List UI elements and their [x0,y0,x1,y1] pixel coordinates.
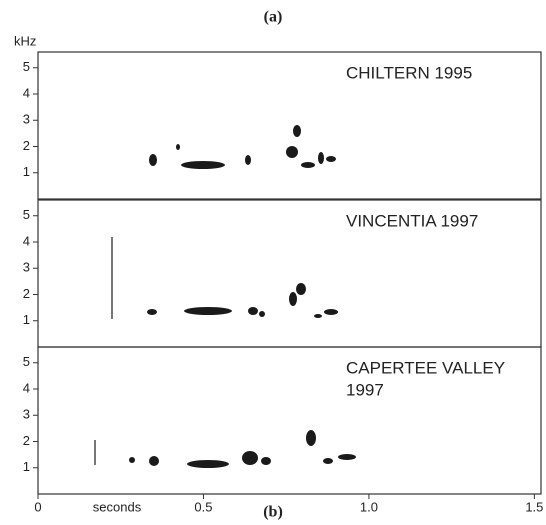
y-tick-label: 4 [23,380,30,395]
y-tick-label: 1 [23,164,30,179]
x-tick-label: 1.0 [360,499,378,514]
panel-title: VINCENTIA 1997 [346,211,478,230]
y-tick-label: 3 [23,112,30,127]
x-tick-label: 1.5 [525,499,543,514]
y-tick-label: 5 [23,59,30,74]
y-tick-label: 4 [23,85,30,100]
y-tick-label: 3 [23,407,30,422]
panel-frame [37,51,542,200]
y-tick-label: 3 [23,260,30,275]
figure-label: (a) [264,9,283,26]
figure-label: (b) [263,504,283,521]
panel-title: CHILTERN 1995 [346,63,472,82]
y-axis-label: kHz [14,33,36,48]
y-tick-label: 5 [23,207,30,222]
y-tick-label: 2 [23,286,30,301]
panel-title: CAPERTEE VALLEY [346,358,505,377]
x-tick-label: 0.5 [194,499,212,514]
x-tick-label: 0 [34,499,41,514]
spectrogram-blobs [94,125,356,468]
x-axis-label: seconds [93,499,142,514]
panel-frame [37,346,542,495]
y-tick-label: 2 [23,138,30,153]
y-tick-label: 1 [23,459,30,474]
y-tick-label: 1 [23,312,30,327]
y-tick-label: 5 [23,354,30,369]
panel-title: 1997 [346,380,384,399]
y-tick-label: 4 [23,233,30,248]
y-tick-label: 2 [23,433,30,448]
